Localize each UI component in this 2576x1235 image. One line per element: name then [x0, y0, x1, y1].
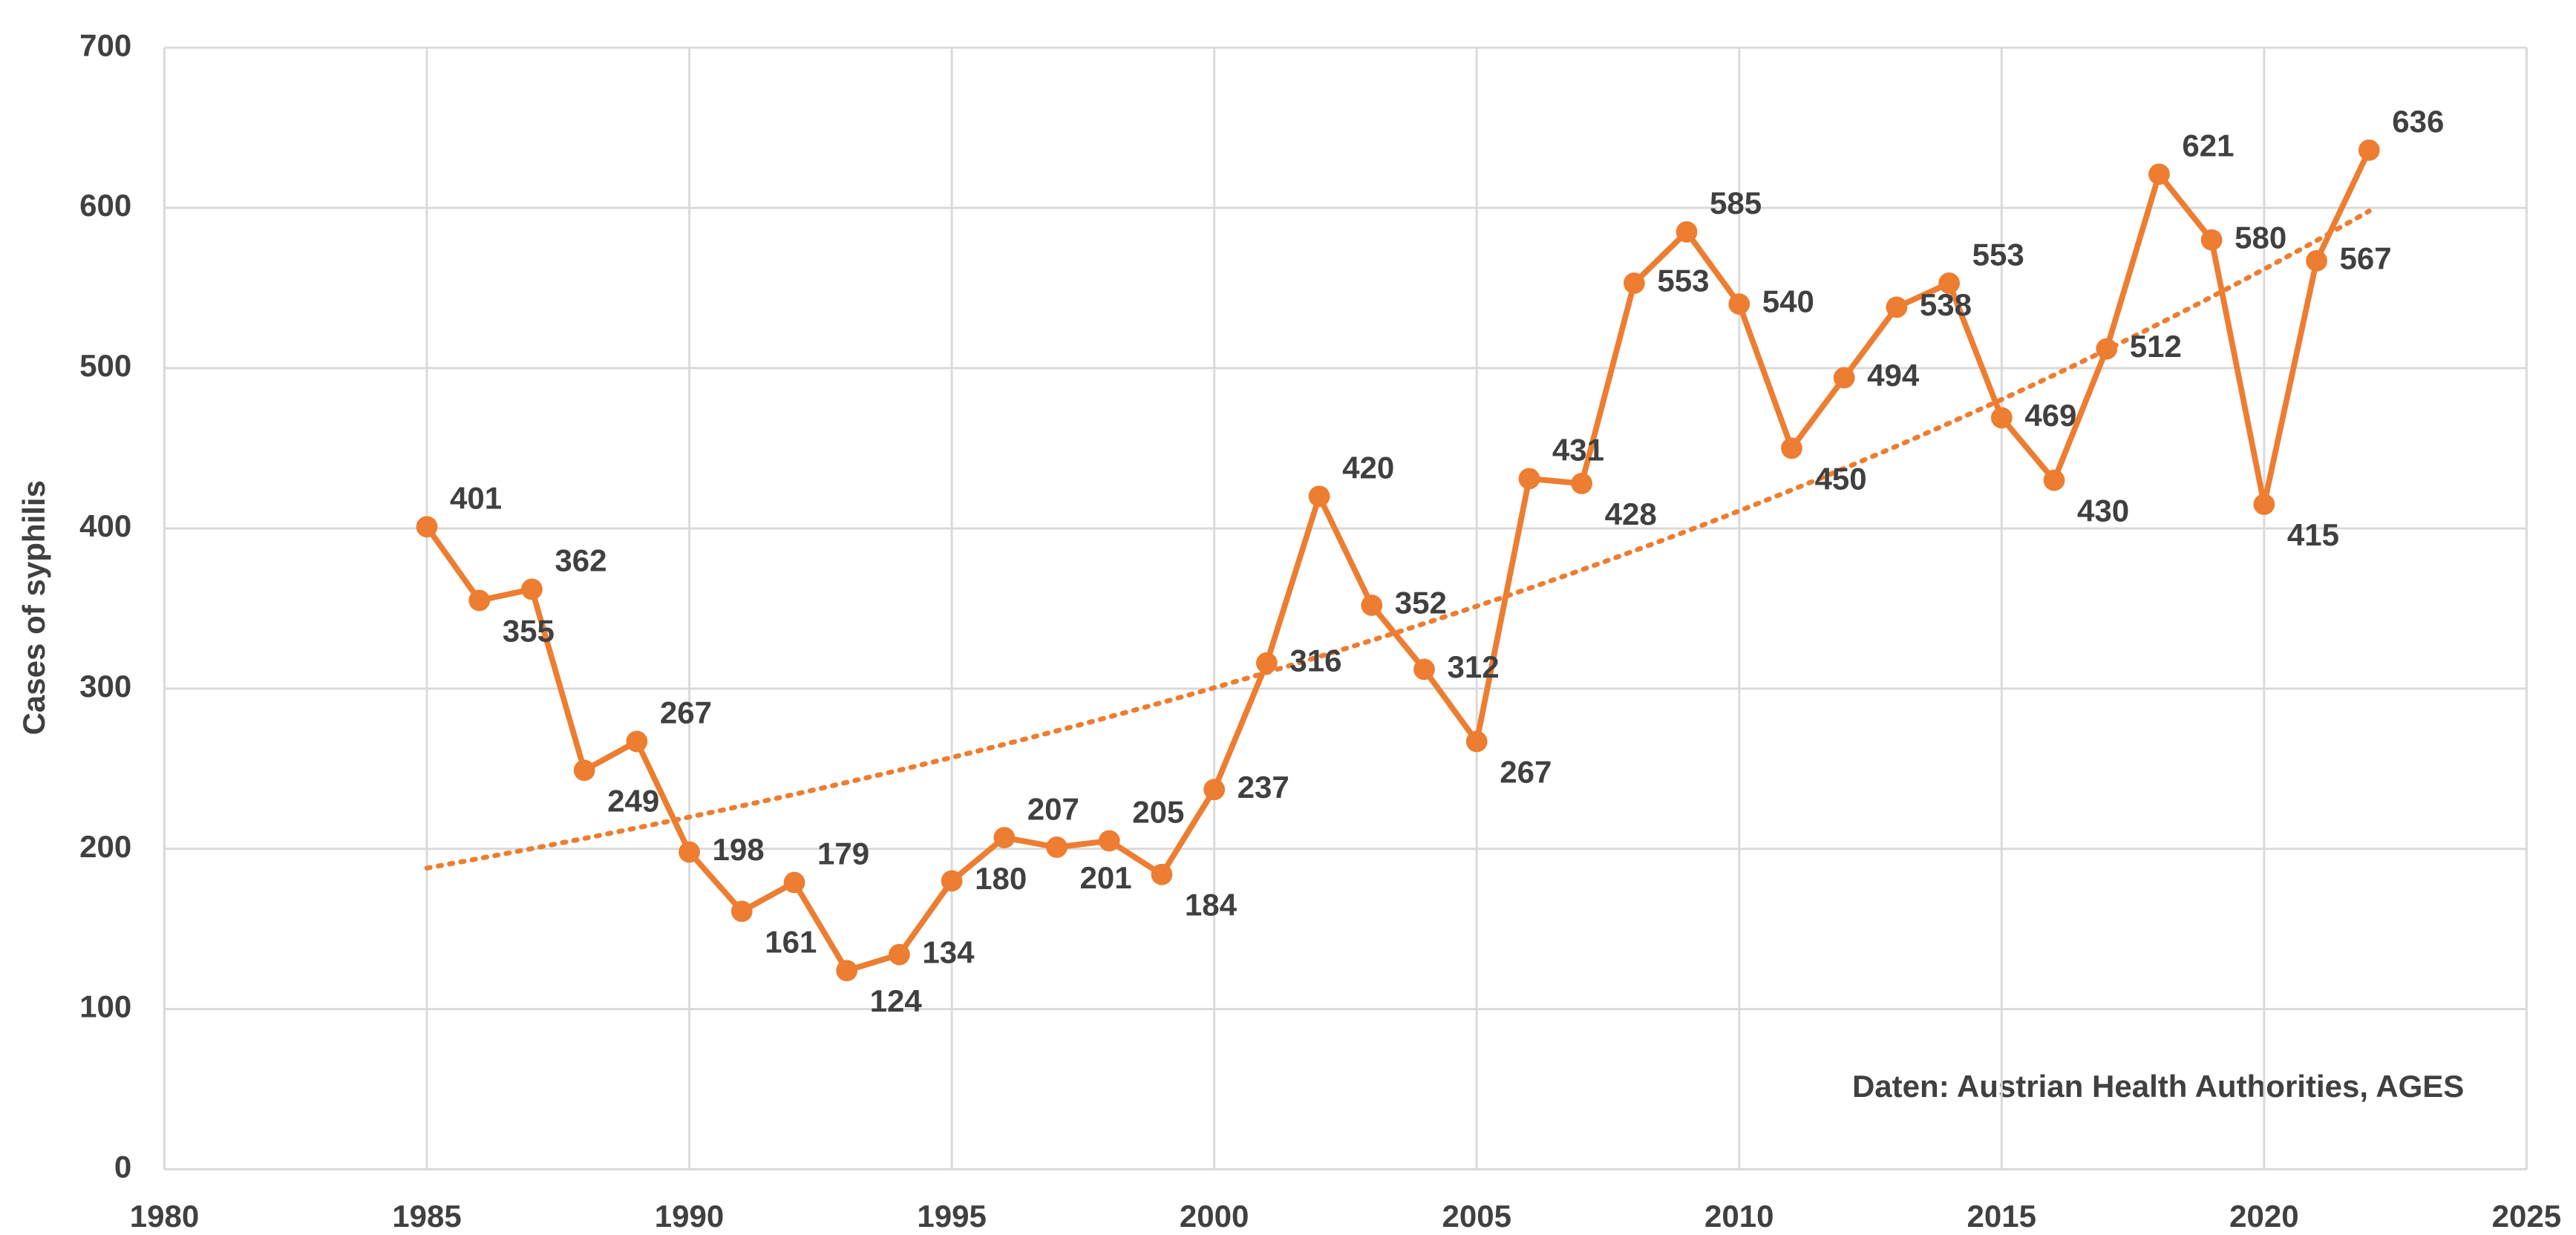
data-label: 420 — [1342, 450, 1394, 485]
point — [2096, 338, 2118, 360]
y-tick-label: 400 — [79, 508, 131, 543]
point — [679, 841, 700, 863]
data-label: 134 — [922, 934, 975, 969]
data-label: 553 — [1657, 263, 1709, 298]
data-label: 580 — [2235, 220, 2286, 255]
data-label: 355 — [503, 613, 555, 648]
x-tick-label: 1980 — [130, 1199, 200, 1234]
data-label: 237 — [1238, 770, 1289, 805]
y-tick-label: 0 — [114, 1150, 131, 1185]
point — [2253, 494, 2275, 515]
x-tick-label: 2020 — [2229, 1199, 2299, 1234]
y-tick-label: 700 — [79, 27, 131, 62]
data-label: 512 — [2130, 329, 2182, 364]
point — [836, 960, 858, 982]
annotation: Daten: Austrian Health Authorities, AGES — [1852, 1069, 2464, 1104]
point — [1781, 437, 1802, 459]
data-label: 636 — [2392, 104, 2444, 139]
point — [1886, 296, 1908, 318]
data-label: 494 — [1867, 358, 1920, 393]
point — [1255, 652, 1278, 674]
data-label: 430 — [2077, 493, 2129, 528]
data-label: 553 — [1972, 237, 2024, 272]
x-tick-label: 2000 — [1180, 1199, 1249, 1234]
data-label: 352 — [1395, 586, 1447, 620]
point — [2358, 139, 2380, 161]
y-tick-label: 200 — [79, 829, 131, 864]
x-tick-label: 1985 — [392, 1199, 462, 1234]
point — [521, 578, 543, 600]
x-tick-label: 2010 — [1704, 1199, 1774, 1234]
data-label: 469 — [2024, 398, 2076, 433]
point — [468, 589, 491, 612]
point — [941, 870, 963, 892]
y-tick-label: 100 — [79, 989, 131, 1024]
data-label: 180 — [975, 861, 1027, 896]
data-label: 316 — [1289, 643, 1341, 678]
point — [2306, 249, 2327, 272]
data-label: 267 — [1500, 754, 1552, 789]
point — [1938, 272, 1960, 294]
data-label: 205 — [1132, 795, 1184, 830]
data-label: 201 — [1080, 860, 1132, 895]
data-label: 161 — [765, 924, 817, 959]
point — [1413, 658, 1435, 681]
point — [2043, 469, 2065, 491]
point — [2148, 163, 2170, 186]
data-label: 401 — [450, 480, 502, 515]
point — [416, 516, 438, 538]
point — [2200, 229, 2223, 251]
point — [1098, 830, 1120, 852]
y-tick-label: 600 — [79, 188, 131, 223]
point — [1623, 272, 1645, 294]
point — [1046, 836, 1068, 858]
y-axis-label: Cases of syphilis — [16, 480, 51, 735]
x-tick-label: 2005 — [1442, 1199, 1511, 1234]
data-label: 567 — [2340, 240, 2392, 275]
trendline — [424, 209, 2372, 871]
data-label: 198 — [713, 832, 765, 867]
data-label: 312 — [1447, 649, 1499, 684]
point — [573, 759, 595, 782]
data-label: 540 — [1762, 284, 1814, 319]
data-label: 362 — [555, 543, 607, 578]
point — [1518, 468, 1540, 490]
x-tick-label: 2025 — [2492, 1199, 2562, 1234]
point — [1361, 594, 1383, 616]
point — [1308, 485, 1330, 508]
data-label: 431 — [1552, 433, 1604, 468]
point — [1833, 367, 1855, 389]
x-tick-label: 1990 — [655, 1199, 725, 1234]
data-label: 428 — [1605, 497, 1657, 531]
point — [1990, 407, 2013, 429]
point — [626, 730, 648, 753]
y-tick-label: 500 — [79, 348, 131, 383]
data-label: 585 — [1710, 186, 1762, 220]
point — [889, 943, 910, 966]
data-label: 415 — [2287, 517, 2339, 552]
x-tick-label: 1995 — [917, 1199, 987, 1234]
point — [1203, 779, 1226, 801]
point — [993, 827, 1016, 848]
point — [1676, 221, 1698, 243]
data-label: 207 — [1027, 791, 1079, 826]
data-label: 267 — [660, 695, 712, 730]
data-label: 621 — [2182, 128, 2234, 163]
y-tick-label: 300 — [79, 669, 131, 704]
data-label: 124 — [870, 983, 923, 1018]
data-label: 450 — [1814, 461, 1866, 496]
point — [1728, 293, 1750, 315]
data-label: 184 — [1185, 888, 1238, 923]
data-label: 179 — [817, 836, 869, 871]
point — [730, 900, 753, 923]
point — [783, 871, 805, 894]
point — [1151, 863, 1173, 885]
point — [1465, 730, 1488, 753]
data-label: 249 — [607, 783, 659, 818]
point — [1571, 473, 1593, 494]
x-tick-label: 2015 — [1967, 1199, 2037, 1234]
